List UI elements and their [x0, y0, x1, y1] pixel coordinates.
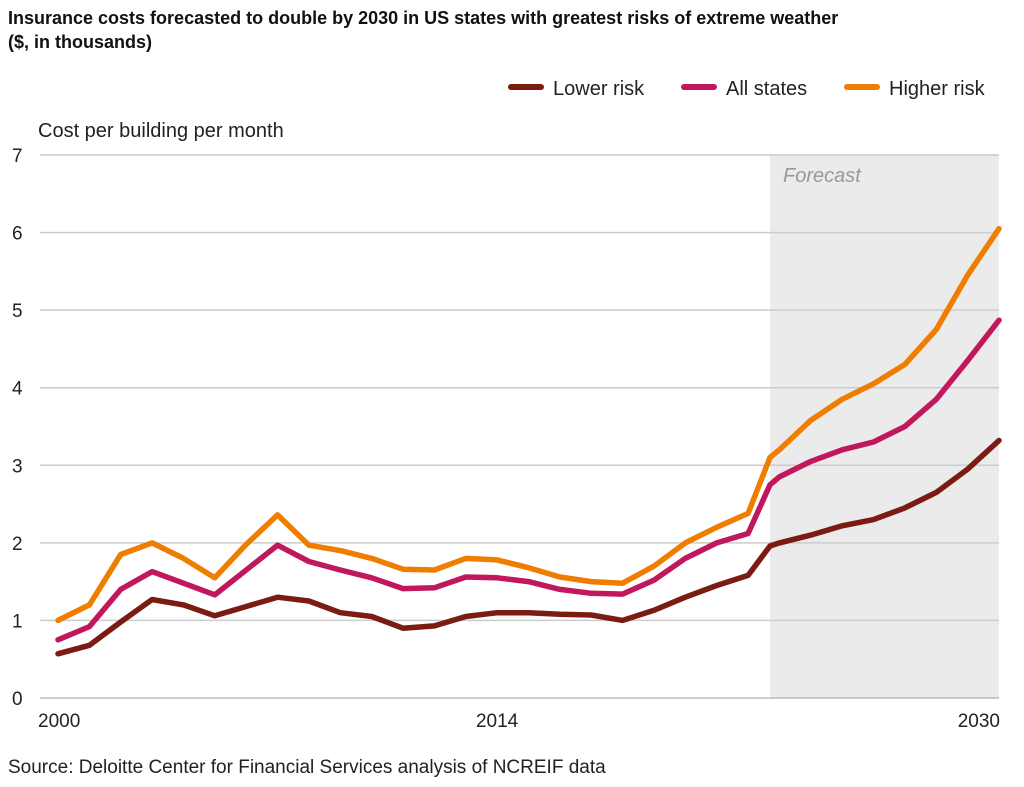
legend-label: All states — [726, 78, 807, 100]
y-tick-label: 4 — [12, 379, 23, 400]
chart-title: Insurance costs forecasted to double by … — [8, 6, 1018, 54]
y-tick-label: 3 — [12, 456, 23, 477]
series-line-all-states — [55, 317, 1002, 643]
y-tick-label: 2 — [12, 534, 23, 555]
series-line-higher-risk — [55, 225, 1002, 624]
legend-label: Higher risk — [889, 78, 986, 100]
x-tick-label: 2000 — [38, 711, 80, 732]
y-tick-label: 7 — [12, 146, 23, 167]
y-tick-label: 0 — [12, 689, 23, 710]
legend-label: Lower risk — [553, 78, 645, 100]
forecast-label: Forecast — [783, 165, 862, 187]
x-tick-label: 2030 — [958, 711, 1000, 732]
y-tick-label: 6 — [12, 224, 23, 245]
source-note: Source: Deloitte Center for Financial Se… — [8, 757, 606, 778]
y-tick-label: 5 — [12, 301, 23, 322]
subtitle-text: ($, in thousands) — [8, 32, 152, 52]
y-tick-label: 1 — [12, 611, 23, 632]
x-tick-label: 2014 — [476, 711, 519, 732]
y-axis-label: Cost per building per month — [38, 120, 284, 142]
series-line-lower-risk — [55, 437, 1002, 657]
title-text: Insurance costs forecasted to double by … — [8, 8, 839, 28]
